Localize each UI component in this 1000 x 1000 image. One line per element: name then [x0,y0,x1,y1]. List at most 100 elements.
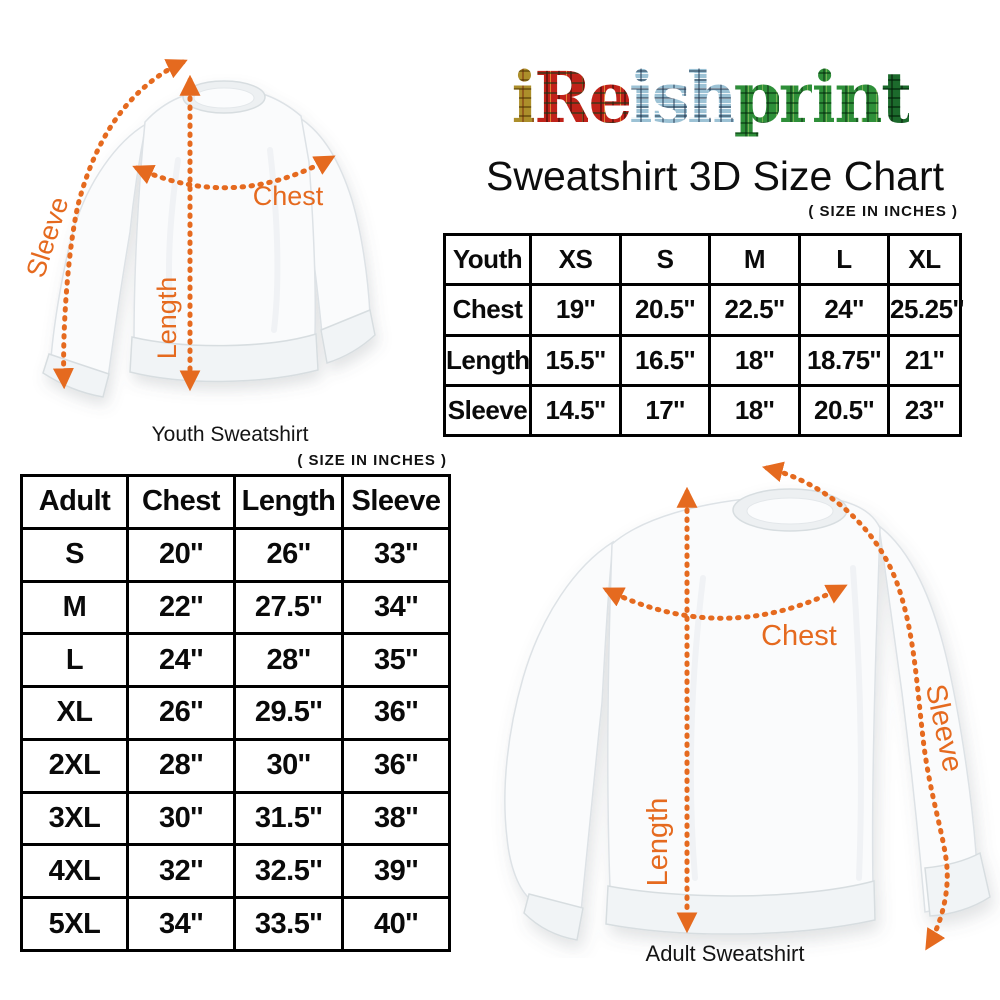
adult-table-cell: 28'' [233,632,344,689]
youth-table-cell: 18'' [708,333,801,387]
adult-sweatshirt-illustration [504,488,991,941]
adult-table-cell: S [20,526,129,583]
adult-table-cell: 24'' [126,632,236,689]
logo-letter: p [733,52,779,144]
adult-table-cell: 4XL [20,843,129,900]
adult-left-sleeve [504,540,614,913]
adult-sweatshirt-diagram: Sleeve Length Chest [504,461,991,951]
youth-table-cell: 24'' [798,283,890,337]
youth-table-header-cell: Youth [443,232,532,287]
youth-table-cell: Sleeve [443,383,532,438]
adult-table-cell: 2XL [20,737,129,794]
youth-table-row: Length 15.5'' 16.5'' 18'' 18.75'' 21'' [443,333,962,387]
adult-table-header-row: Adult Chest Length Sleeve [20,474,451,530]
adult-table-row: 4XL 32'' 32.5'' 39'' [20,843,451,900]
adult-length-label: Length [642,798,674,887]
adult-sleeve-arrow [761,461,950,951]
youth-table-cell: 16.5'' [619,333,711,387]
adult-table-cell: 32'' [126,843,236,900]
adult-table-cell: 26'' [126,685,236,741]
brand-logo: iReishprint [468,52,953,152]
youth-size-note: ( SIZE IN INCHES ) [808,203,958,220]
logo-letter: t [881,52,910,144]
adult-left-cuff [523,893,584,941]
adult-size-table: Adult Chest Length Sleeve S 20'' 26'' 33'' M 22''… [20,474,451,952]
youth-table-cell: Chest [443,283,532,337]
adult-table-cell: M [20,579,129,636]
adult-table-cell: 38'' [341,790,451,847]
adult-table-row: 5XL 34'' 33.5'' 40'' [20,896,451,952]
youth-caption: Youth Sweatshirt [151,423,309,446]
adult-table-row: L 24'' 28'' 35'' [20,632,451,689]
youth-sweatshirt-illustration [42,80,376,398]
logo-letter: e [588,52,629,144]
youth-collar-inner [193,87,255,109]
youth-chest-arrow [132,155,336,191]
youth-sleeve-arrow [52,59,188,390]
adult-table-cell: 34'' [126,896,236,952]
adult-table-header-cell: Sleeve [341,474,451,530]
adult-table-cell: 20'' [126,526,236,583]
youth-sweatshirt-diagram: Sleeve Length Chest [20,59,376,398]
logo-letter: n [834,52,882,144]
youth-table-cell: 14.5'' [529,383,622,438]
youth-table-row: Sleeve 14.5'' 17'' 18'' 20.5'' 23'' [443,383,962,438]
adult-table-header-cell: Length [233,474,344,530]
adult-table-cell: 40'' [341,896,451,952]
youth-table-row: Chest 19'' 20.5'' 22.5'' 24'' 25.25'' [443,283,964,337]
adult-table-cell: 30'' [126,790,236,847]
youth-table-cell: 17'' [619,383,711,438]
adult-caption: Adult Sweatshirt [645,941,805,966]
adult-table-cell: 35'' [341,632,451,689]
adult-table-row: XL 26'' 29.5'' 36'' [20,685,451,741]
logo-letter: i [628,52,652,144]
adult-table-cell: XL [20,685,129,741]
youth-chest-label: Chest [253,181,324,211]
adult-table-cell: 5XL [20,896,129,952]
adult-table-cell: 34'' [341,579,451,636]
adult-table-cell: 32.5'' [233,843,344,900]
adult-table-cell: 33.5'' [233,896,344,952]
adult-table-cell: 36'' [341,737,451,794]
adult-table-cell: 26'' [233,526,344,583]
youth-table-cell: 20.5'' [619,283,711,337]
adult-table-cell: 36'' [341,685,451,741]
youth-table-header-cell: XL [887,232,962,287]
youth-table-cell: 22.5'' [708,283,801,337]
adult-table-cell: L [20,632,129,689]
logo-letter: r [778,52,812,144]
adult-table-header-cell: Adult [20,474,129,530]
page-title: Sweatshirt 3D Size Chart [485,153,944,199]
adult-table-cell: 39'' [341,843,451,900]
adult-chest-label: Chest [761,620,837,652]
logo-letter: i [811,52,835,144]
adult-table-cell: 31.5'' [233,790,344,847]
adult-table-cell: 3XL [20,790,129,847]
youth-length-label: Length [152,277,182,360]
youth-table-cell: 15.5'' [529,333,622,387]
youth-table-cell: 21'' [887,333,962,387]
adult-table-cell: 33'' [341,526,451,583]
youth-right-cuff [320,308,376,364]
adult-table-row: S 20'' 26'' 33'' [20,526,451,583]
youth-size-table: Youth XS S M L XL Chest 19'' 20.5'' 22.5'' 24'' 25.… [443,232,964,438]
logo-letter: R [534,52,589,144]
adult-table-cell: 30'' [233,737,344,794]
adult-table-cell: 22'' [126,579,236,636]
youth-table-cell: 18'' [708,383,801,438]
youth-table-header-cell: S [619,232,711,287]
adult-size-note: ( SIZE IN INCHES ) [297,452,447,469]
adult-table-cell: 27.5'' [233,579,344,636]
adult-table-cell: 29.5'' [233,685,344,741]
youth-table-cell: Length [443,333,532,387]
youth-table-header-cell: XS [529,232,622,287]
youth-table-cell: 19'' [529,283,622,337]
youth-table-cell: 23'' [887,383,962,438]
adult-table-header-cell: Chest [126,474,236,530]
adult-collar-inner [746,497,834,525]
youth-table-cell: 20.5'' [798,383,890,438]
adult-table-cell: 28'' [126,737,236,794]
adult-table-row: M 22'' 27.5'' 34'' [20,579,451,636]
logo-letter: i [511,52,535,144]
